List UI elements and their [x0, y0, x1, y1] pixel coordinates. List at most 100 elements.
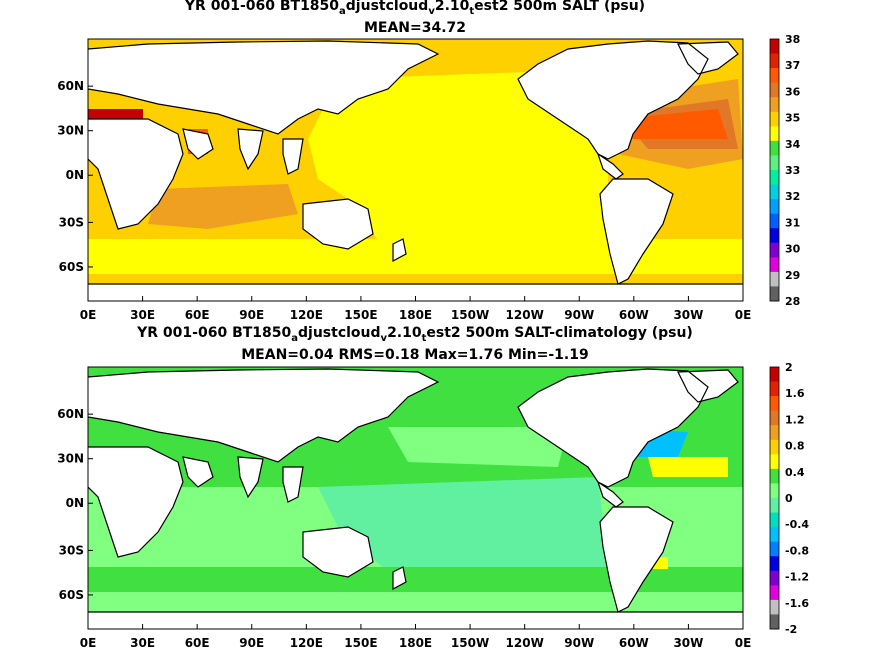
lon-tick-label: 30E [130, 636, 155, 650]
colorbar-swatch [770, 97, 779, 113]
colorbar-swatch [770, 483, 779, 499]
lon-tick-label: 60E [185, 308, 210, 322]
panel1-stats: MEAN=34.72 [363, 20, 467, 36]
lon-tick-label: 30W [673, 308, 703, 322]
colorbar-label: 31 [785, 216, 800, 229]
colorbar-swatch [770, 381, 779, 397]
colorbar-label: 2 [785, 361, 793, 374]
colorbar-swatch [770, 585, 779, 601]
panel2-stats: MEAN=0.04 RMS=0.18 Max=1.76 Min=-1.19 [241, 347, 589, 363]
colorbar-swatch [770, 556, 779, 572]
colorbar-swatch [770, 228, 779, 244]
lat-tick-label: 30S [59, 215, 84, 229]
panel1-colorbar: 38 37 36 35 34 33 32 31 30 29 28 [769, 33, 801, 308]
colorbar-swatch [770, 527, 779, 543]
colorbar-label: 34 [785, 138, 801, 151]
colorbar-label: 0.8 [785, 440, 805, 453]
colorbar-swatch [770, 170, 779, 186]
colorbar-label: 38 [785, 33, 800, 46]
colorbar-swatch [770, 541, 779, 557]
lon-tick-label: 90E [239, 636, 264, 650]
colorbar-swatch [770, 271, 779, 287]
colorbar-swatch [770, 126, 779, 142]
colorbar-label: -2 [785, 623, 797, 636]
colorbar-label: 36 [785, 85, 801, 98]
colorbar-swatch [770, 614, 779, 630]
panel2-colorbar: 2 1.6 1.2 0.8 0.4 0 -0.4 -0.8 -1.2 -1.6 -2 [769, 361, 809, 636]
lon-tick-label: 60W [619, 636, 649, 650]
lat-tick-label: 30S [59, 543, 84, 557]
panel1-axes: 0E 30E 60E 90E 120E 150E 180E 150W 120W 90W 60W 30W… [57, 79, 751, 322]
colorbar-swatch [770, 425, 779, 441]
colorbar-swatch [770, 155, 779, 171]
lat-tick-label: 0N [66, 496, 84, 510]
lon-tick-label: 0E [735, 636, 752, 650]
colorbar-label: 32 [785, 190, 800, 203]
lon-tick-label: 30W [673, 636, 703, 650]
colorbar-swatch [770, 396, 779, 412]
colorbar-swatch [770, 140, 779, 156]
colorbar-swatch [770, 498, 779, 514]
lon-tick-label: 90W [564, 636, 594, 650]
lon-tick-label: 150W [451, 636, 489, 650]
lat-tick-label: 30N [57, 124, 84, 138]
colorbar-label: 30 [785, 243, 801, 256]
lat-tick-label: 60S [59, 260, 84, 274]
lon-tick-label: 0E [80, 636, 97, 650]
colorbar-label: -1.6 [785, 597, 809, 610]
panel2-axes: 0E 30E 60E 90E 120E 150E 180E 150W 120W 90W 60W 30W… [57, 407, 751, 650]
colorbar-label: 29 [785, 269, 800, 282]
colorbar-swatch [770, 242, 779, 258]
colorbar-swatch [770, 257, 779, 273]
panel1-title: YR 001-060 BT1850adjustcloudv2.10test2 5… [184, 0, 646, 17]
colorbar-swatch [770, 213, 779, 229]
lon-tick-label: 120W [506, 636, 544, 650]
lon-tick-label: 60W [619, 308, 649, 322]
lat-tick-label: 0N [66, 168, 84, 182]
lon-tick-label: 180E [399, 636, 432, 650]
panel1-map [87, 38, 744, 302]
lon-tick-label: 120W [506, 308, 544, 322]
colorbar-label: 0.4 [785, 466, 805, 479]
colorbar-swatch [770, 570, 779, 586]
lon-tick-label: 150E [344, 308, 377, 322]
colorbar-swatch [770, 111, 779, 127]
colorbar-swatch [770, 454, 779, 470]
colorbar-label: -0.4 [785, 518, 809, 531]
panel2-map [87, 366, 744, 630]
colorbar-swatch [770, 439, 779, 455]
colorbar-label: -0.8 [785, 544, 809, 557]
colorbar-swatch [770, 68, 779, 84]
lon-tick-label: 0E [735, 308, 752, 322]
colorbar-label: 28 [785, 295, 800, 308]
colorbar-swatch [770, 286, 779, 302]
lat-tick-label: 30N [57, 452, 84, 466]
panel2-title: YR 001-060 BT1850adjustcloudv2.10test2 5… [137, 325, 693, 344]
lon-tick-label: 0E [80, 308, 97, 322]
lat-tick-label: 60N [57, 407, 84, 421]
colorbar-swatch [770, 82, 779, 98]
lat-tick-label: 60N [57, 79, 84, 93]
lon-tick-label: 60E [185, 636, 210, 650]
lon-tick-label: 30E [130, 308, 155, 322]
lon-tick-label: 180E [399, 308, 432, 322]
colorbar-swatch [770, 53, 779, 69]
lon-tick-label: 120E [290, 636, 323, 650]
colorbar-label: 33 [785, 164, 800, 177]
colorbar-swatch [770, 410, 779, 426]
lon-tick-label: 150W [451, 308, 489, 322]
colorbar-label: 1.6 [785, 387, 805, 400]
lon-tick-label: 120E [290, 308, 323, 322]
colorbar-label: 1.2 [785, 413, 805, 426]
colorbar-swatch [770, 199, 779, 215]
lon-tick-label: 150E [344, 636, 377, 650]
lon-tick-label: 90W [564, 308, 594, 322]
colorbar-swatch [770, 39, 779, 55]
lat-tick-label: 60S [59, 588, 84, 602]
colorbar-label: 35 [785, 112, 800, 125]
colorbar-swatch [770, 512, 779, 528]
colorbar-label: 0 [785, 492, 793, 505]
colorbar-label: -1.2 [785, 571, 809, 584]
colorbar-swatch [770, 184, 779, 200]
